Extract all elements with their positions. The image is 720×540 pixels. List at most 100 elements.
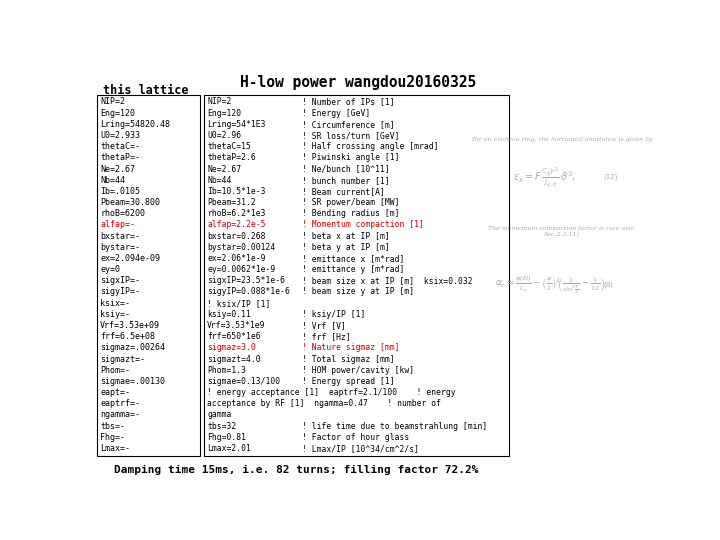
Text: ! Number of IPs [1]: ! Number of IPs [1] [302,98,395,106]
Text: eaptrf=-: eaptrf=- [100,399,140,408]
Text: Nb=44: Nb=44 [207,176,232,185]
Text: ! energy acceptance [1]  eaptrf=2.1/100    ! energy: ! energy acceptance [1] eaptrf=2.1/100 !… [207,388,456,397]
Text: ! Vrf [V]: ! Vrf [V] [302,321,346,330]
Text: Ib=10.5*1e-3: Ib=10.5*1e-3 [207,187,266,196]
Text: ! Total sigmaz [mm]: ! Total sigmaz [mm] [302,354,395,363]
Text: ! beta x at IP [m]: ! beta x at IP [m] [302,232,390,241]
Text: sigmae=0.13/100: sigmae=0.13/100 [207,377,280,386]
Text: thetaP=-: thetaP=- [100,153,140,163]
Text: frf=6.5e+08: frf=6.5e+08 [100,332,155,341]
Text: alfap=2.2e-5: alfap=2.2e-5 [207,220,266,230]
Text: Eng=120: Eng=120 [100,109,135,118]
Text: ! Half crossing angle [mrad]: ! Half crossing angle [mrad] [302,142,438,151]
Text: NIP=2: NIP=2 [100,98,125,106]
Text: ! Circumference [m]: ! Circumference [m] [302,120,395,129]
Text: ! beam size x at IP [m]  ksix=0.032: ! beam size x at IP [m] ksix=0.032 [302,276,472,285]
Text: thetaC=15: thetaC=15 [207,142,251,151]
Text: sigmae=.00130: sigmae=.00130 [100,377,165,386]
Text: For an electron ring, the horizontal emittance is given by: For an electron ring, the horizontal emi… [471,137,652,142]
Text: tbs=-: tbs=- [100,422,125,430]
Text: ! beta y at IP [m]: ! beta y at IP [m] [302,243,390,252]
Text: ! bunch number [1]: ! bunch number [1] [302,176,390,185]
Text: thetaC=-: thetaC=- [100,142,140,151]
Text: Ib=.0105: Ib=.0105 [100,187,140,196]
Text: ! ksix/IP [1]: ! ksix/IP [1] [207,299,271,308]
Text: (8): (8) [603,282,613,288]
Text: thetaP=2.6: thetaP=2.6 [207,153,256,163]
Text: tbs=32: tbs=32 [207,422,236,430]
Text: ! emittance x [m*rad]: ! emittance x [m*rad] [302,254,405,263]
Text: Phom=1.3: Phom=1.3 [207,366,246,375]
Text: ! life time due to beamstrahlung [min]: ! life time due to beamstrahlung [min] [302,422,487,430]
Text: Fhg=-: Fhg=- [100,433,125,442]
Text: ey=0: ey=0 [100,265,120,274]
Text: Lmax=-: Lmax=- [100,444,130,453]
Text: ! frf [Hz]: ! frf [Hz] [302,332,351,341]
Text: rhoB=6.2*1e3: rhoB=6.2*1e3 [207,209,266,218]
Text: Vrf=3.53e+09: Vrf=3.53e+09 [100,321,160,330]
Text: sigmazt=-: sigmazt=- [100,354,145,363]
Text: U0=2.96: U0=2.96 [207,131,241,140]
Text: Fhg=0.81: Fhg=0.81 [207,433,246,442]
Text: sigxIP=23.5*1e-6: sigxIP=23.5*1e-6 [207,276,285,285]
Text: ! Momentum compaction [1]: ! Momentum compaction [1] [302,220,424,230]
Text: (12): (12) [603,174,618,180]
Text: ! ksiy/IP [1]: ! ksiy/IP [1] [302,310,366,319]
Text: $\alpha_c = \frac{\varphi(D)}{L_p} - \left(\frac{\varphi}{2}\right)^{\!2}\!\left: $\alpha_c = \frac{\varphi(D)}{L_p} - \le… [495,274,606,296]
Text: ! beam size y at IP [m]: ! beam size y at IP [m] [302,287,414,296]
Text: Ne=2.67: Ne=2.67 [100,165,135,173]
Text: Ne=2.67: Ne=2.67 [207,165,241,173]
Text: sigmazt=4.0: sigmazt=4.0 [207,354,261,363]
Text: gamma: gamma [207,410,232,420]
Text: ! Lmax/IP [10^34/cm^2/s]: ! Lmax/IP [10^34/cm^2/s] [302,444,419,453]
Text: NIP=2: NIP=2 [207,98,232,106]
Text: ! SR power/beam [MW]: ! SR power/beam [MW] [302,198,400,207]
Text: Lmax=2.01: Lmax=2.01 [207,444,251,453]
Text: ksiy=-: ksiy=- [100,310,130,319]
Text: rhoB=6200: rhoB=6200 [100,209,145,218]
Text: acceptance by RF [1]  ngamma=0.47    ! number of: acceptance by RF [1] ngamma=0.47 ! numbe… [207,399,441,408]
Text: ! SR loss/turn [GeV]: ! SR loss/turn [GeV] [302,131,400,140]
Text: sigyIP=0.088*1e-6: sigyIP=0.088*1e-6 [207,287,290,296]
Text: ! Piwinski angle [1]: ! Piwinski angle [1] [302,153,400,163]
Text: eapt=-: eapt=- [100,388,130,397]
Text: ! Energy [GeV]: ! Energy [GeV] [302,109,370,118]
Text: U0=2.933: U0=2.933 [100,131,140,140]
Text: ksix=-: ksix=- [100,299,130,308]
Text: ! Energy spread [1]: ! Energy spread [1] [302,377,395,386]
Text: ! Ne/bunch [10^11]: ! Ne/bunch [10^11] [302,165,390,173]
Text: Phom=-: Phom=- [100,366,130,375]
Text: Pbeam=31.2: Pbeam=31.2 [207,198,256,207]
Text: ! Bending radius [m]: ! Bending radius [m] [302,209,400,218]
Text: bxstar=0.268: bxstar=0.268 [207,232,266,241]
Text: ngamma=-: ngamma=- [100,410,140,420]
Text: ksiy=0.11: ksiy=0.11 [207,310,251,319]
Text: $\varepsilon_x = F\,\frac{C_q\gamma^2}{J_{x,d}}\,\vartheta^3,$: $\varepsilon_x = F\,\frac{C_q\gamma^2}{J… [513,165,576,188]
Text: bxstar=-: bxstar=- [100,232,140,241]
Text: frf=650*1e6: frf=650*1e6 [207,332,261,341]
Text: ey=0.0062*1e-9: ey=0.0062*1e-9 [207,265,276,274]
Text: ex=2.06*1e-9: ex=2.06*1e-9 [207,254,266,263]
Text: ! Nature sigmaz [mm]: ! Nature sigmaz [mm] [302,343,400,352]
Text: ! Factor of hour glass: ! Factor of hour glass [302,433,409,442]
Text: Lring=54*1E3: Lring=54*1E3 [207,120,266,129]
Text: Vrf=3.53*1e9: Vrf=3.53*1e9 [207,321,266,330]
Text: Pbeam=30.800: Pbeam=30.800 [100,198,160,207]
Text: this lattice: this lattice [103,84,189,97]
Text: bystar=0.00124: bystar=0.00124 [207,243,276,252]
Text: alfap=-: alfap=- [100,220,135,230]
Text: Lring=54820.48: Lring=54820.48 [100,120,170,129]
Text: sigxIP=-: sigxIP=- [100,276,140,285]
Text: The momentum compaction factor is (see also
Sec.2.3.11): The momentum compaction factor is (see a… [488,226,634,237]
Text: H-low power wangdou20160325: H-low power wangdou20160325 [240,75,476,90]
Text: sigmaz=.00264: sigmaz=.00264 [100,343,165,352]
Text: Nb=44: Nb=44 [100,176,125,185]
Text: ex=2.094e-09: ex=2.094e-09 [100,254,160,263]
Text: Eng=120: Eng=120 [207,109,241,118]
Text: sigyIP=-: sigyIP=- [100,287,140,296]
Text: ! HOM power/cavity [kw]: ! HOM power/cavity [kw] [302,366,414,375]
Text: ! Beam current[A]: ! Beam current[A] [302,187,385,196]
Text: Damping time 15ms, i.e. 82 turns; filling factor 72.2%: Damping time 15ms, i.e. 82 turns; fillin… [114,465,479,475]
Text: sigmaz=3.0: sigmaz=3.0 [207,343,256,352]
Text: bystar=-: bystar=- [100,243,140,252]
